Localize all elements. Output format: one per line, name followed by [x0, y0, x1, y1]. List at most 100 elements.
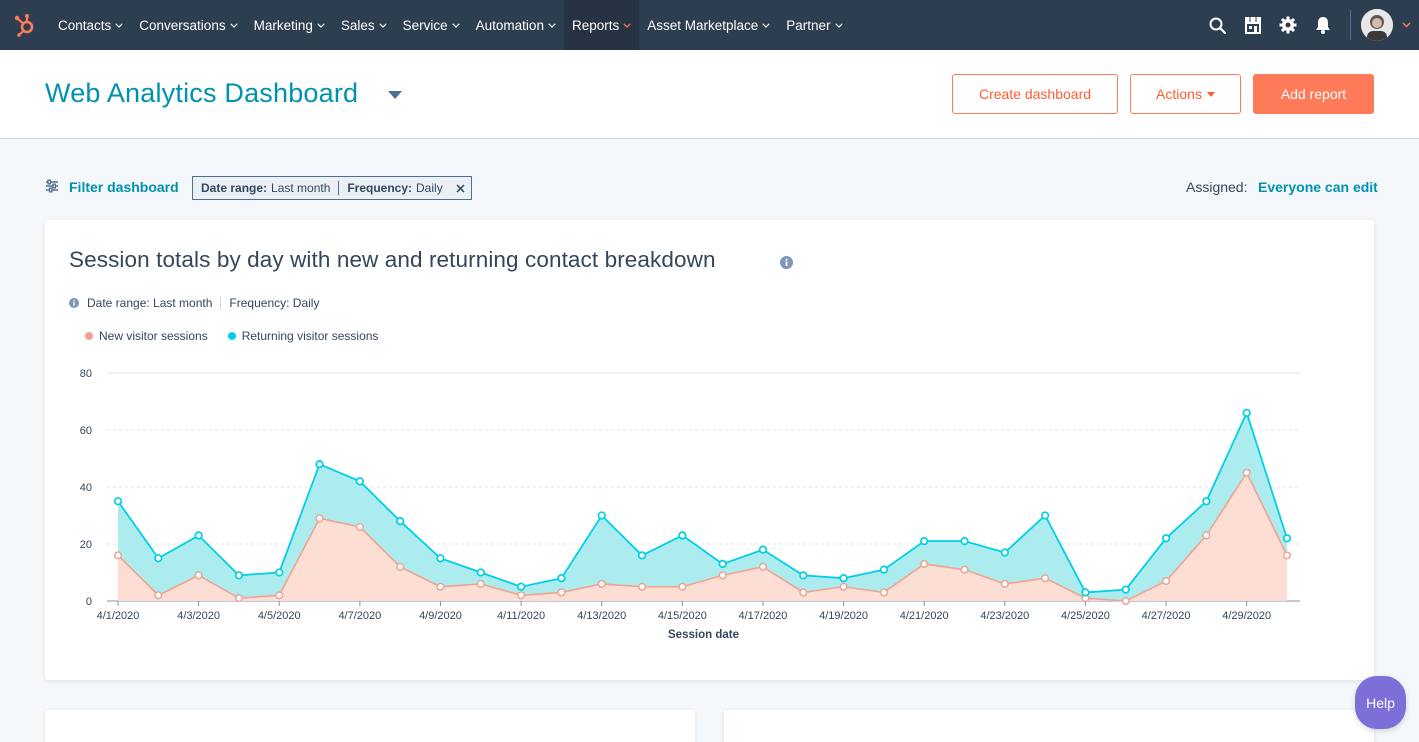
session-area-chart: 0 20 40 60 80 4/1/2020 4/3/2020 4/5/2020 4/7/202… [80, 368, 1300, 641]
close-icon[interactable] [451, 177, 471, 199]
returning-point [154, 554, 163, 563]
frequency-filter[interactable]: Frequency: Daily [339, 177, 450, 199]
nav-conversations[interactable]: Conversations [131, 0, 245, 50]
chevron-down-icon [317, 22, 325, 28]
new-point [1242, 468, 1251, 477]
legend-item[interactable]: Returning visitor sessions [227, 329, 379, 343]
x-tick-label: 4/1/2020 [97, 610, 140, 622]
new-point [758, 562, 768, 571]
actions-label: Actions [1156, 86, 1202, 102]
x-tick-label: 4/11/2020 [497, 610, 545, 622]
dashboard-header: Web Analytics Dashboard Create dashboard… [0, 50, 1419, 139]
report-card-3 [724, 710, 1374, 742]
legend-dot [85, 332, 93, 340]
nav-automation[interactable]: Automation [468, 0, 564, 50]
returning-point [315, 460, 324, 469]
nav-sales[interactable]: Sales [333, 0, 395, 50]
assigned-link[interactable]: Everyone can edit [1258, 179, 1378, 195]
returning-point [1000, 548, 1009, 557]
chevron-down-icon[interactable] [1393, 22, 1419, 28]
nav-service-label: Service [402, 17, 448, 33]
nav-menu: Contacts Conversations Marketing Sales Servi… [50, 0, 851, 50]
y-tick-label: 80 [80, 368, 92, 380]
nav-right [1200, 0, 1419, 50]
returning-point [436, 554, 445, 563]
x-tick-label: 4/27/2020 [1142, 610, 1191, 622]
x-tick-label: 4/5/2020 [258, 610, 301, 622]
meta-separator [220, 296, 222, 310]
returning-point [718, 559, 727, 569]
x-tick-label: 4/9/2020 [419, 610, 462, 622]
info-small-icon [69, 298, 79, 308]
chevron-down-icon [452, 22, 460, 28]
returning-point [678, 531, 687, 540]
returning-point [516, 582, 526, 591]
new-point [154, 591, 163, 600]
y-tick-label: 20 [80, 539, 92, 551]
legend-label: Returning visitor sessions [241, 329, 379, 343]
returning-point [960, 536, 969, 546]
new-point [476, 579, 485, 588]
returning-point [799, 571, 808, 580]
frequency-value: Daily [416, 181, 443, 195]
nav-conversations-label: Conversations [139, 17, 226, 33]
search-icon[interactable] [1200, 0, 1235, 50]
page-title[interactable]: Web Analytics Dashboard [45, 78, 359, 108]
nav-partner[interactable]: Partner [778, 0, 850, 50]
filter-sliders-icon[interactable] [45, 179, 59, 198]
chevron-down-icon [229, 22, 238, 28]
meta-frequency: Frequency: Daily [229, 296, 320, 310]
nav-asset-marketplace[interactable]: Asset Marketplace [639, 0, 778, 50]
marketplace-icon[interactable] [1235, 0, 1270, 50]
returning-point [1282, 534, 1292, 543]
nav-marketing-label: Marketing [253, 17, 313, 33]
returning-point [476, 568, 485, 577]
add-report-button[interactable]: Add report [1253, 74, 1374, 114]
y-tick-label: 0 [86, 596, 92, 608]
nav-contacts[interactable]: Contacts [50, 0, 131, 50]
new-point [396, 562, 405, 571]
filter-chip[interactable]: Date range: Last month Frequency: Daily [192, 176, 472, 200]
returning-point [396, 517, 405, 526]
x-tick-label: 4/29/2020 [1222, 610, 1271, 622]
nav-service[interactable]: Service [395, 0, 468, 50]
nav-marketing[interactable]: Marketing [246, 0, 333, 50]
new-point [1121, 596, 1130, 606]
create-dashboard-button[interactable]: Create dashboard [952, 74, 1118, 114]
x-tick-label: 4/21/2020 [900, 610, 949, 622]
nav-sales-label: Sales [340, 17, 375, 33]
hubspot-logo-icon[interactable] [0, 0, 50, 50]
legend-dot [227, 332, 236, 340]
new-point [799, 588, 808, 597]
new-point [1282, 551, 1292, 560]
filter-dashboard-link[interactable]: Filter dashboard [69, 179, 179, 195]
frequency-key: Frequency: [347, 181, 413, 195]
gear-icon[interactable] [1270, 0, 1305, 50]
bell-icon[interactable] [1305, 0, 1340, 50]
nav-asset-marketplace-label: Asset Marketplace [647, 17, 759, 33]
new-point [113, 551, 123, 560]
info-icon[interactable] [780, 256, 793, 274]
date-range-key: Date range: [201, 181, 268, 195]
new-point [436, 582, 445, 591]
chevron-down-icon [834, 22, 843, 28]
report-title: Session totals by day with new and retur… [69, 247, 716, 272]
report-card-2 [45, 710, 695, 742]
title-dropdown-caret-icon[interactable] [388, 91, 402, 99]
nav-contacts-label: Contacts [58, 17, 112, 33]
x-tick-label: 4/17/2020 [738, 610, 787, 622]
returning-point [355, 477, 365, 486]
returning-point [1242, 408, 1251, 418]
nav-reports-label: Reports [571, 17, 620, 33]
top-navigation: Contacts Conversations Marketing Sales Servi… [0, 0, 1419, 50]
date-range-filter[interactable]: Date range: Last month [193, 177, 338, 199]
nav-reports[interactable]: Reports [563, 0, 640, 50]
avatar[interactable] [1361, 9, 1393, 41]
returning-point [1081, 588, 1090, 597]
actions-button[interactable]: Actions [1130, 74, 1241, 114]
new-point [637, 582, 647, 591]
legend-item[interactable]: New visitor sessions [85, 329, 208, 343]
chevron-down-icon [379, 22, 387, 28]
help-button[interactable]: Help [1355, 676, 1406, 729]
new-point [678, 582, 687, 591]
